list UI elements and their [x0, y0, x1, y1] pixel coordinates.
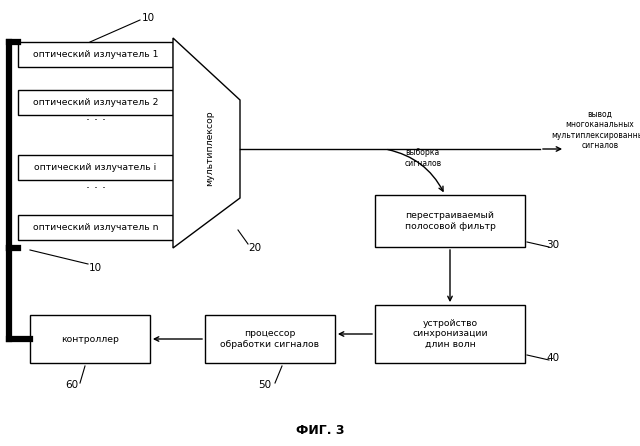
Text: 40: 40 [547, 353, 559, 363]
Bar [375, 305, 525, 363]
Text: оптический излучатель 2: оптический излучатель 2 [33, 98, 158, 107]
FancyArrowPatch shape [388, 149, 443, 191]
Text: вывод
многоканальных
мультиплексированных
сигналов: вывод многоканальных мультиплексированны… [552, 110, 640, 150]
Text: оптический излучатель n: оптический излучатель n [33, 223, 158, 232]
Text: 10: 10 [141, 13, 155, 23]
Text: устройство
синхронизации
длин волн: устройство синхронизации длин волн [412, 319, 488, 349]
Polygon shape [173, 38, 240, 248]
Text: контроллер: контроллер [61, 334, 119, 343]
Bar [205, 315, 335, 363]
Bar [30, 315, 150, 363]
Text: · · ·: · · · [86, 182, 106, 194]
Bar [18, 155, 173, 180]
Text: 60: 60 [65, 380, 79, 390]
Text: перестраиваемый
полосовой фильтр: перестраиваемый полосовой фильтр [404, 211, 495, 231]
Text: мультиплексор: мультиплексор [205, 110, 214, 186]
Text: оптический излучатель 1: оптический излучатель 1 [33, 50, 158, 59]
Text: ФИГ. 3: ФИГ. 3 [296, 424, 344, 437]
Bar [375, 195, 525, 247]
Bar [18, 90, 173, 115]
Text: выборка
сигналов: выборка сигналов [405, 149, 442, 168]
Bar [18, 42, 173, 67]
Text: 50: 50 [259, 380, 271, 390]
Text: 30: 30 [547, 240, 559, 250]
Text: оптический излучатель i: оптический излучатель i [35, 163, 157, 172]
Text: 10: 10 [88, 263, 102, 273]
Text: процессор
обработки сигналов: процессор обработки сигналов [221, 329, 319, 349]
Bar [18, 215, 173, 240]
Text: · · ·: · · · [86, 113, 106, 127]
Text: 20: 20 [248, 243, 262, 253]
